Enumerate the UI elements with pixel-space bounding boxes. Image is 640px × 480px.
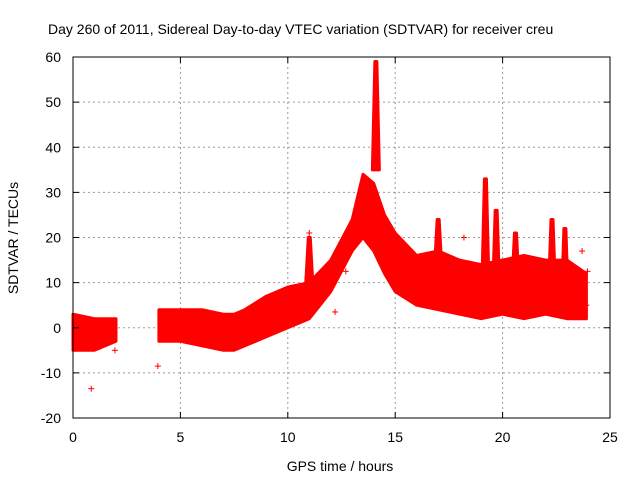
- x-tick-label: 10: [280, 429, 296, 445]
- band-area: [157, 172, 588, 352]
- spike: [433, 217, 444, 267]
- x-tick-label: 5: [177, 429, 185, 445]
- outlier-point: [342, 268, 349, 275]
- y-tick-label: 40: [45, 139, 61, 155]
- spike: [480, 177, 491, 285]
- x-tick-label: 20: [495, 429, 511, 445]
- y-tick-label: 20: [45, 230, 61, 246]
- outlier-point: [579, 248, 586, 255]
- ticks: 0 5 10 15 20 25 -20 -10 0 10 20 30 40 50 60: [41, 49, 618, 445]
- outlier-point: [332, 308, 339, 315]
- y-tick-label: 50: [45, 94, 61, 110]
- outlier-point: [88, 385, 95, 392]
- outlier-point: [154, 363, 161, 370]
- spike: [370, 60, 381, 172]
- chart-title: Day 260 of 2011, Sidereal Day-to-day VTE…: [48, 21, 553, 37]
- data-layer: [71, 60, 591, 392]
- outlier-point: [584, 268, 591, 275]
- x-tick-label: 15: [387, 429, 403, 445]
- y-tick-label: 30: [45, 184, 61, 200]
- y-axis-label: SDTVAR / TECUs: [5, 182, 21, 294]
- spike: [547, 217, 558, 294]
- outlier-point: [583, 302, 590, 309]
- spike: [559, 226, 570, 307]
- spike: [510, 231, 521, 285]
- outlier-point: [111, 347, 118, 354]
- outlier-point: [460, 234, 467, 241]
- band-area: [71, 312, 118, 352]
- x-axis-label: GPS time / hours: [287, 458, 394, 474]
- y-tick-label: -10: [41, 365, 61, 381]
- y-tick-label: 0: [53, 320, 61, 336]
- x-tick-label: 25: [602, 429, 618, 445]
- y-tick-label: 60: [45, 49, 61, 65]
- y-tick-label: 10: [45, 275, 61, 291]
- outlier-point: [306, 229, 313, 236]
- y-tick-label: -20: [41, 410, 61, 426]
- spike: [491, 208, 502, 294]
- x-tick-label: 0: [69, 429, 77, 445]
- spike: [304, 236, 315, 285]
